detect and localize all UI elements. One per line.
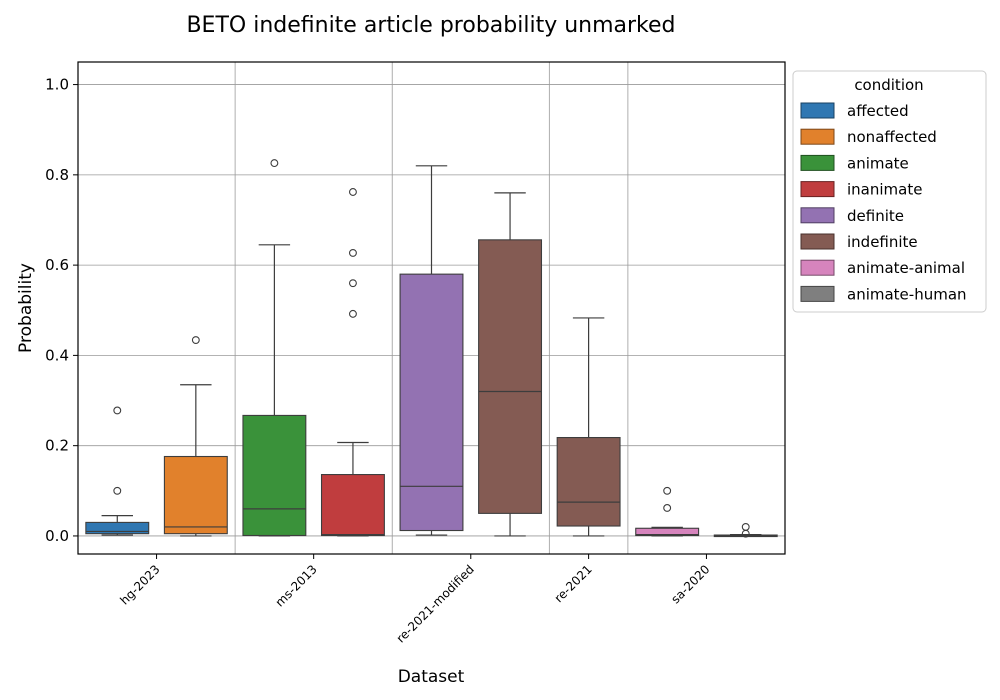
legend-swatch (800, 102, 835, 119)
outlier-point (741, 522, 750, 531)
y-tick-label: 1.0 (45, 76, 69, 94)
box-iqr (85, 521, 150, 535)
chart-title: BETO indefinite article probability unma… (186, 13, 675, 38)
box-series (85, 159, 778, 538)
outlier-point (663, 504, 672, 512)
x-tick-label: sa-2020 (668, 562, 712, 606)
outlier-point (348, 248, 357, 257)
legend-entry-affected: affected (800, 102, 909, 120)
box-iqr (320, 474, 385, 537)
outlier-point (113, 486, 122, 495)
legend-title: condition (854, 76, 923, 94)
box-iqr (556, 436, 621, 527)
box-iqr (399, 273, 464, 532)
legend-label: indefinite (847, 233, 918, 251)
legend-entry-animate: animate (800, 154, 909, 172)
outlier-point (348, 188, 357, 196)
box-iqr (635, 527, 700, 537)
box-re-2021-modified-indefinite (478, 192, 543, 537)
outlier-point (663, 486, 672, 495)
plot-frame (77, 61, 786, 555)
y-tick-label: 0.0 (45, 527, 69, 545)
y-tick-label: 0.4 (45, 346, 69, 364)
legend-frame (792, 70, 987, 313)
legend-swatch (800, 181, 835, 198)
box-re-2021-modified-definite (399, 165, 464, 536)
box-re-2021-indefinite (556, 317, 621, 537)
legend-entry-animate-animal: animate-animal (800, 259, 965, 277)
outlier-point (270, 159, 279, 168)
box-sa-2020-animate-animal (635, 486, 700, 537)
box-iqr (478, 239, 543, 514)
box-sa-2020-animate-human (713, 522, 778, 538)
legend-swatch (800, 128, 835, 145)
legend-swatch (800, 207, 835, 224)
legend-swatch (800, 259, 835, 276)
box-ms-2013-inanimate (320, 188, 385, 537)
y-tick-label: 0.6 (45, 256, 69, 274)
y-axis: 0.0 0.2 0.4 0.6 0.8 1.0 (45, 76, 78, 545)
legend-entry-animate-human: animate-human (800, 285, 967, 303)
box-hg-2023-nonaffected (163, 336, 228, 537)
legend-label: definite (847, 207, 904, 225)
legend-label: inanimate (847, 181, 922, 199)
x-tick-label: hg-2023 (117, 562, 162, 607)
legend-label: nonaffected (847, 128, 937, 146)
box-iqr (163, 455, 228, 535)
legend-label: animate (847, 154, 909, 172)
box-iqr (242, 414, 307, 537)
legend-swatch (800, 154, 835, 171)
legend-swatch (800, 233, 835, 250)
legend-entry-nonaffected: nonaffected (800, 128, 937, 146)
legend-entry-indefinite: indefinite (800, 233, 918, 251)
legend-label: animate-human (847, 285, 967, 303)
box-ms-2013-animate (242, 159, 307, 537)
x-tick-label: ms-2013 (273, 562, 320, 609)
outlier-point (113, 406, 122, 415)
outlier-point (348, 309, 357, 318)
x-tick-label: re-2021 (552, 562, 595, 605)
y-tick-label: 0.8 (45, 166, 69, 184)
outlier-point (348, 279, 357, 288)
x-tick-label: re-2021-modified (394, 562, 477, 645)
y-axis-label: Probability (16, 263, 36, 353)
legend-swatch (800, 285, 835, 302)
x-axis: hg-2023 ms-2013 re-2021-modified re-2021 sa-… (117, 554, 713, 646)
legend-entry-definite: definite (800, 207, 904, 225)
y-tick-label: 0.2 (45, 437, 69, 455)
legend-label: animate-animal (847, 259, 965, 277)
box-hg-2023-affected (85, 406, 150, 536)
legend: condition affected nonaffected animate inan… (792, 70, 987, 313)
legend-label: affected (847, 102, 909, 120)
outlier-point (191, 336, 200, 344)
legend-entry-inanimate: inanimate (800, 181, 922, 199)
x-axis-label: Dataset (398, 667, 465, 687)
